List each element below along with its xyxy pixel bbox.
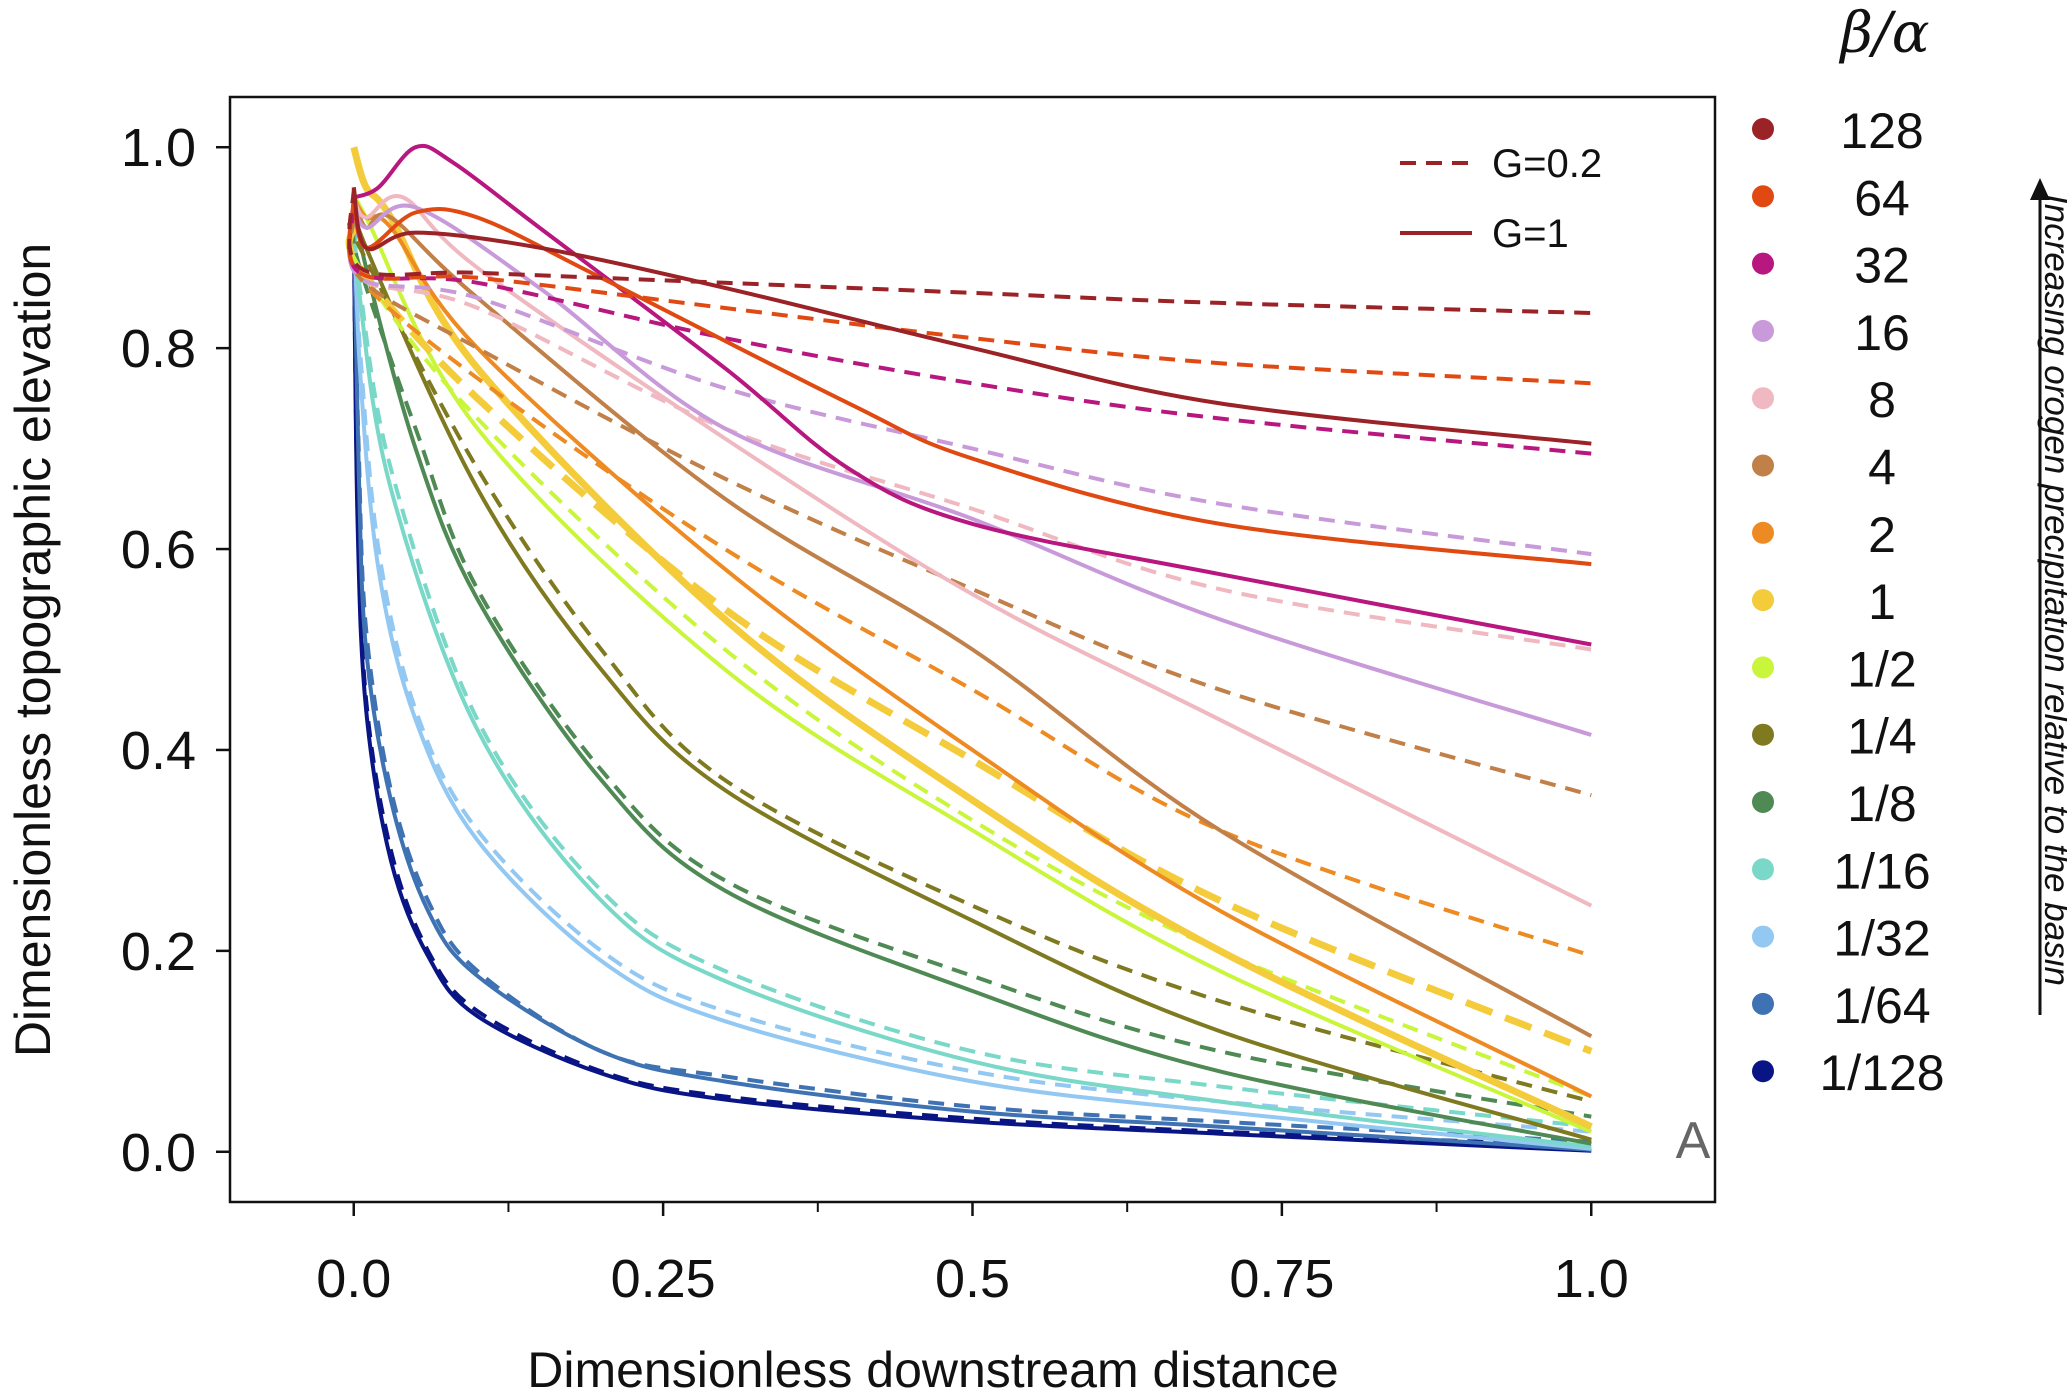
series-line-2-g1 (352, 196, 1593, 1099)
color-legend-label-1-over-16: 1/16 (1833, 843, 1930, 899)
y-tick-label: 0.0 (121, 1123, 196, 1183)
side-annotation: Increasing orogen precipitation relative… (2030, 178, 2067, 1015)
color-legend-label-1-over-128: 1/128 (1819, 1045, 1944, 1101)
color-legend-marker-2 (1752, 521, 1774, 544)
side-annotation-text: Increasing orogen precipitation relative… (2037, 194, 2067, 986)
color-legend-marker-1-over-128 (1752, 1060, 1774, 1083)
series-line-1-over-16-g02 (351, 227, 1592, 1129)
color-legend-label-64: 64 (1854, 170, 1910, 226)
color-legend-label-1-over-64: 1/64 (1833, 978, 1930, 1034)
color-legend-label-1: 1 (1868, 574, 1896, 630)
legend-dashed-label: G=0.2 (1492, 142, 1602, 186)
y-tick-label: 0.2 (121, 922, 196, 982)
color-legend-marker-1-over-4 (1752, 723, 1774, 746)
series-line-1-over-4-g1 (350, 197, 1592, 1142)
color-legend-marker-1-over-8 (1752, 791, 1774, 813)
panel-label: A (1676, 1112, 1711, 1170)
color-legend-marker-8 (1752, 387, 1774, 410)
color-legend-marker-1 (1752, 589, 1774, 612)
color-legend: 128 64 32 16 8 4 2 1 1/2 1/4 1/8 1/16 1/32 1/64 1/128 (1752, 103, 1945, 1101)
color-legend-label-16: 16 (1854, 305, 1910, 361)
series-line-128-g02 (347, 187, 1592, 315)
series-line-64-g1 (351, 197, 1592, 567)
series-line-1-over-2-g02 (347, 227, 1593, 1099)
series-line-8-g02 (347, 207, 1592, 652)
x-tick-label: 0.0 (316, 1249, 391, 1309)
series-line-4-g1 (351, 196, 1593, 1039)
series-line-4-g02 (347, 217, 1592, 798)
x-axis-label: Dimensionless downstream distance (527, 1342, 1338, 1393)
color-legend-marker-64 (1752, 185, 1774, 208)
color-legend-label-1-over-32: 1/32 (1833, 911, 1930, 967)
series-line-2-g02 (347, 217, 1592, 958)
series-line-64-g02 (347, 197, 1592, 386)
color-legend-marker-16 (1752, 319, 1774, 342)
series-line-32-g02 (347, 207, 1592, 456)
series-line-1-g02 (345, 227, 1593, 1055)
series-line-1-over-128-g1 (351, 217, 1592, 1153)
color-legend-title: β/α (1838, 1, 1929, 66)
y-axis: 0.0 0.2 0.4 0.6 0.8 1.0 (121, 118, 230, 1183)
y-tick-label: 0.8 (121, 319, 196, 379)
color-legend-marker-1-over-16 (1752, 858, 1774, 881)
color-legend-label-1-over-4: 1/4 (1847, 709, 1917, 765)
arrowhead-icon (2030, 178, 2050, 200)
legend-solid-label: G=1 (1492, 212, 1569, 256)
x-axis: 0.0 0.25 0.5 0.75 1.0 (316, 1202, 1629, 1309)
x-tick-label: 0.25 (611, 1249, 716, 1309)
color-legend-label-128: 128 (1840, 103, 1923, 159)
color-legend-marker-32 (1752, 252, 1774, 275)
x-tick-label: 1.0 (1554, 1249, 1629, 1309)
color-legend-marker-1-over-32 (1752, 925, 1774, 948)
color-legend-label-1-over-8: 1/8 (1847, 776, 1917, 832)
series-layer (345, 143, 1593, 1153)
color-legend-marker-1-over-2 (1752, 656, 1774, 679)
series-line-1-over-8-g02 (351, 227, 1592, 1119)
color-legend-label-8: 8 (1868, 372, 1896, 428)
color-legend-label-2: 2 (1868, 507, 1896, 563)
x-tick-label: 0.75 (1229, 1249, 1334, 1309)
series-line-1-over-8-g1 (351, 197, 1592, 1146)
y-axis-label: Dimensionless topographic elevation (5, 243, 61, 1057)
x-tick-label: 0.5 (935, 1249, 1010, 1309)
color-legend-marker-128 (1752, 118, 1774, 140)
series-line-128-g1 (351, 187, 1592, 446)
y-tick-label: 1.0 (121, 118, 196, 178)
series-line-1-over-4-g02 (347, 221, 1592, 1104)
y-tick-label: 0.6 (121, 520, 196, 580)
series-line-1-over-32-g1 (351, 197, 1592, 1151)
series-line-16-g1 (351, 196, 1592, 737)
series-line-32-g1 (353, 143, 1592, 647)
line-style-legend: G=0.2 G=1 (1400, 142, 1602, 256)
color-legend-label-32: 32 (1854, 238, 1910, 294)
color-legend-label-4: 4 (1868, 440, 1896, 496)
y-tick-label: 0.4 (121, 721, 196, 781)
series-line-1-over-16-g1 (351, 197, 1592, 1149)
color-legend-marker-1-over-64 (1752, 992, 1774, 1015)
color-legend-marker-4 (1752, 454, 1774, 477)
color-legend-label-1-over-2: 1/2 (1847, 641, 1917, 697)
series-line-1-over-64-g1 (351, 207, 1592, 1152)
series-line-8-g1 (351, 193, 1593, 908)
